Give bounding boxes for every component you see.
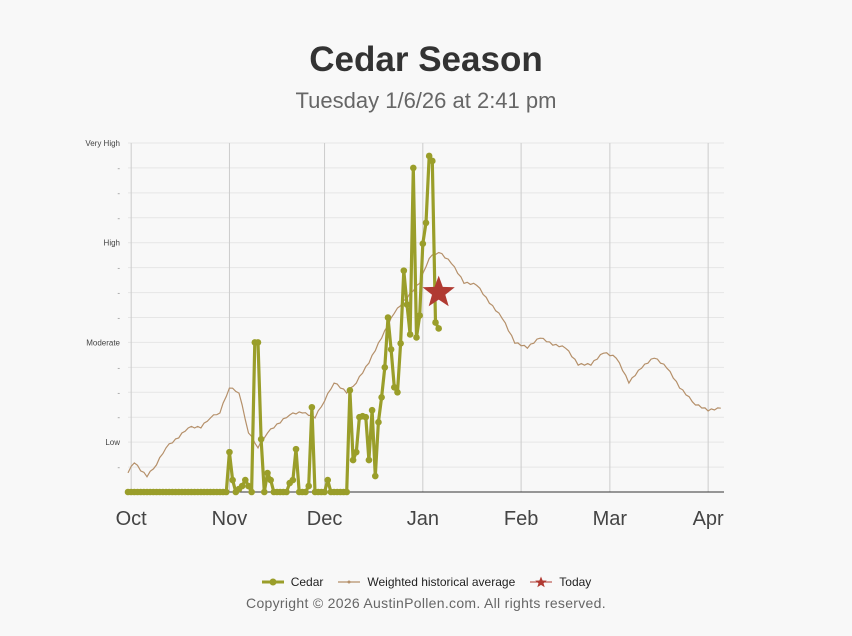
y-minor-tick-label: - [117,413,120,422]
cedar-point [261,488,268,496]
cedar-point [419,240,427,248]
legend-item-historical-average[interactable]: Weighted historical average [337,575,515,589]
x-tick-label: Apr [693,508,724,530]
cedar-point [384,314,392,321]
legend-item-cedar[interactable]: Cedar [261,575,324,589]
y-minor-tick-label: - [117,463,120,472]
y-minor-tick-label: - [117,363,120,372]
y-minor-tick-label: - [117,214,120,223]
cedar-point [343,488,351,496]
cedar-point [346,386,354,394]
cedar-point [375,418,382,426]
cedar-point [302,488,309,496]
cedar-point [226,448,233,456]
cedar-point [371,472,379,480]
chart-subtitle: Tuesday 1/6/26 at 2:41 pm [295,88,557,113]
y-tick-label: Very High [85,139,120,148]
cedar-point [416,312,423,319]
x-tick-label: Jan [407,508,439,530]
y-minor-tick-label: - [117,314,120,323]
y-minor-tick-label: - [117,264,120,273]
cedar-point [400,267,408,274]
x-tick-label: Nov [212,508,248,530]
cedar-point [397,340,404,347]
legend-label-historical-average: Weighted historical average [367,575,516,589]
cedar-point [365,456,373,464]
cedar-point [222,488,230,496]
cedar-point [305,482,313,490]
cedar-point [352,448,360,456]
legend-label-cedar: Cedar [290,575,324,589]
historical-average-line [127,251,721,478]
legend-item-today[interactable]: Today [529,575,591,589]
x-tick-label: Feb [504,508,538,530]
cedar-point [254,339,262,346]
cedar-point [283,488,290,496]
legend-label-today: Today [559,575,592,589]
cedar-point [413,334,420,341]
cedar-point [289,476,297,484]
cedar-point [432,319,439,326]
cedar-point [422,219,430,227]
cedar-point [378,393,385,401]
cedar-point [245,482,252,490]
cedar-point [267,476,274,484]
y-minor-tick-label: - [117,388,120,397]
cedar-point [410,164,417,172]
cedar-line [128,154,441,494]
copyright-text: Copyright © 2026 AustinPollen.com. All r… [246,595,606,611]
cedar-point [349,456,357,464]
cedar-point [435,325,442,332]
y-tick-label: Low [105,438,120,447]
y-tick-label: Moderate [86,338,120,347]
cedar-point [229,476,236,484]
y-minor-tick-label: - [117,289,120,298]
pollen-chart: - Low - - - Moderate - - - High - - - Very High Oct Nov… [85,139,724,530]
cedar-legend-symbol [261,578,284,586]
cedar-point [362,413,370,421]
x-tick-label: Dec [307,508,343,530]
chart-legend: Cedar Weighted historical average Today [0,575,852,589]
cedar-point [308,403,316,411]
cedar-point [394,388,401,396]
y-minor-tick-label: - [117,164,120,173]
cedar-point [321,488,328,496]
cedar-point [429,157,436,165]
y-tick-label: High [104,239,120,248]
cedar-point [406,331,414,338]
x-tick-label: Oct [116,508,148,530]
cedar-point [238,482,246,490]
cedar-point [257,435,265,443]
today-legend-symbol [530,576,553,588]
cedar-point [324,476,332,484]
cedar-point [292,445,300,453]
cedar-point [241,476,249,484]
cedar-point [368,406,376,414]
cedar-point [387,346,395,353]
cedar-point [264,469,271,477]
historical-average-legend-symbol [338,580,361,584]
cedar-point [381,364,389,371]
today-star-marker [422,275,455,307]
y-minor-tick-label: - [117,189,120,198]
cedar-point [425,152,433,160]
cedar-point [390,384,398,391]
cedar-point [248,488,255,496]
cedar-point [403,301,411,308]
chart-title: Cedar Season [309,40,543,79]
x-tick-label: Mar [593,508,628,530]
